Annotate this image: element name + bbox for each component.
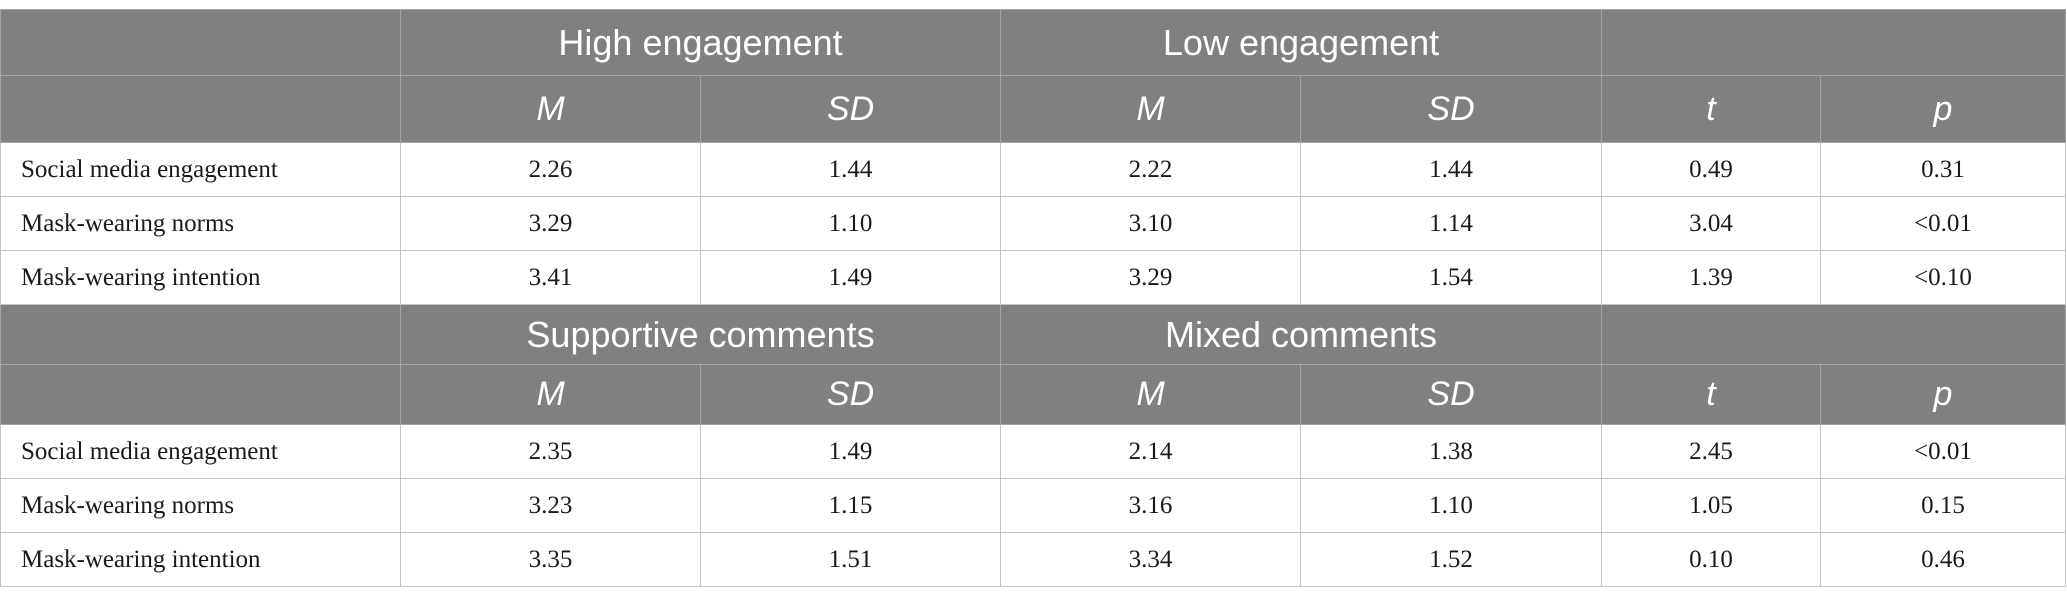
row-label: Mask-wearing intention <box>0 250 401 305</box>
row-label: Social media engagement <box>0 142 401 197</box>
row-label: Mask-wearing intention <box>0 532 401 587</box>
table-row: Mask-wearing intention 3.35 1.51 3.34 1.… <box>0 532 2067 587</box>
row-label: Mask-wearing norms <box>0 196 401 251</box>
table-cell: 3.35 <box>400 532 701 587</box>
table-cell: 0.46 <box>1820 532 2067 587</box>
table-cell: 3.04 <box>1601 196 1822 251</box>
table-cell: 3.10 <box>1000 196 1302 251</box>
table-cell: 3.23 <box>400 478 701 533</box>
table-cell: 1.15 <box>699 478 1002 533</box>
table-cell: <0.10 <box>1820 250 2067 305</box>
table-cell: 3.29 <box>1000 250 1302 305</box>
row-label: Social media engagement <box>0 424 401 479</box>
table-cell: 3.29 <box>400 196 701 251</box>
stat-header-cell: SD <box>1300 75 1603 143</box>
table-cell: 3.16 <box>1000 478 1302 533</box>
group-header-row: High engagement Low engagement <box>0 9 2067 76</box>
table-cell: 2.22 <box>1000 142 1302 197</box>
table-cell: 2.45 <box>1601 424 1822 479</box>
stat-header-cell: M <box>400 364 701 425</box>
group-header-cell <box>1601 304 2067 365</box>
table-cell: 1.44 <box>699 142 1002 197</box>
table-cell: 0.15 <box>1820 478 2067 533</box>
table-cell: 0.49 <box>1601 142 1822 197</box>
row-label: Mask-wearing norms <box>0 478 401 533</box>
table-row: Mask-wearing norms 3.23 1.15 3.16 1.10 1… <box>0 478 2067 533</box>
group-header-cell: Low engagement <box>1000 9 1603 76</box>
results-table: High engagement Low engagement M SD M SD… <box>0 9 2067 587</box>
table-cell: 1.49 <box>699 424 1002 479</box>
stat-header-cell: SD <box>699 364 1002 425</box>
table-cell: 1.10 <box>699 196 1002 251</box>
empty-header-cell <box>0 9 401 76</box>
empty-header-cell <box>0 75 401 143</box>
table-cell: 0.10 <box>1601 532 1822 587</box>
table-cell: 2.35 <box>400 424 701 479</box>
table-cell: 1.14 <box>1300 196 1603 251</box>
table-row: Social media engagement 2.35 1.49 2.14 1… <box>0 424 2067 479</box>
table-cell: <0.01 <box>1820 196 2067 251</box>
stat-header-cell: t <box>1601 364 1822 425</box>
table-row: Mask-wearing norms 3.29 1.10 3.10 1.14 3… <box>0 196 2067 251</box>
stat-header-cell: t <box>1601 75 1822 143</box>
group-header-row: Supportive comments Mixed comments <box>0 304 2067 365</box>
table-cell: 1.38 <box>1300 424 1603 479</box>
table-row: Mask-wearing intention 3.41 1.49 3.29 1.… <box>0 250 2067 305</box>
empty-header-cell <box>0 304 401 365</box>
stat-header-cell: p <box>1820 364 2067 425</box>
table-cell: 2.14 <box>1000 424 1302 479</box>
table-cell: <0.01 <box>1820 424 2067 479</box>
empty-header-cell <box>0 364 401 425</box>
group-header-cell: Mixed comments <box>1000 304 1603 365</box>
table-cell: 1.51 <box>699 532 1002 587</box>
stat-header-cell: M <box>1000 75 1302 143</box>
stat-header-cell: p <box>1820 75 2067 143</box>
table-cell: 1.05 <box>1601 478 1822 533</box>
table-cell: 3.41 <box>400 250 701 305</box>
stat-header-cell: SD <box>699 75 1002 143</box>
table-cell: 1.44 <box>1300 142 1603 197</box>
stat-header-cell: M <box>400 75 701 143</box>
table-row: Social media engagement 2.26 1.44 2.22 1… <box>0 142 2067 197</box>
stat-header-cell: SD <box>1300 364 1603 425</box>
table-cell: 1.52 <box>1300 532 1603 587</box>
group-header-cell: High engagement <box>399 9 1002 76</box>
stat-header-row: M SD M SD t p <box>0 75 2067 143</box>
group-header-cell: Supportive comments <box>399 304 1002 365</box>
table-cell: 1.10 <box>1300 478 1603 533</box>
table-cell: 0.31 <box>1820 142 2067 197</box>
table-cell: 1.49 <box>699 250 1002 305</box>
stat-header-row: M SD M SD t p <box>0 364 2067 425</box>
table-cell: 3.34 <box>1000 532 1302 587</box>
stat-header-cell: M <box>1000 364 1302 425</box>
table-cell: 1.39 <box>1601 250 1822 305</box>
group-header-cell <box>1601 9 2067 76</box>
table-cell: 1.54 <box>1300 250 1603 305</box>
table-cell: 2.26 <box>400 142 701 197</box>
